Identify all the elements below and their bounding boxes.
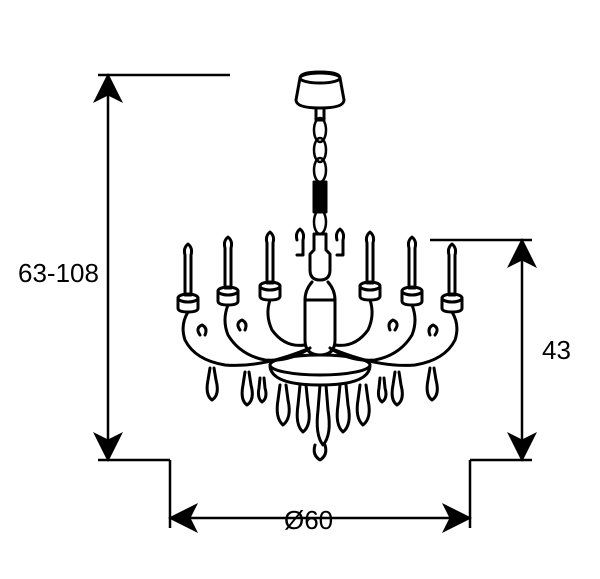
diameter-label: Ø60 <box>284 505 333 536</box>
body-height-dimension <box>430 240 532 460</box>
body-height-label: 43 <box>542 335 571 366</box>
total-height-dimension <box>98 75 230 460</box>
total-height-label: 63-108 <box>18 258 99 289</box>
chandelier-illustration <box>178 72 462 460</box>
